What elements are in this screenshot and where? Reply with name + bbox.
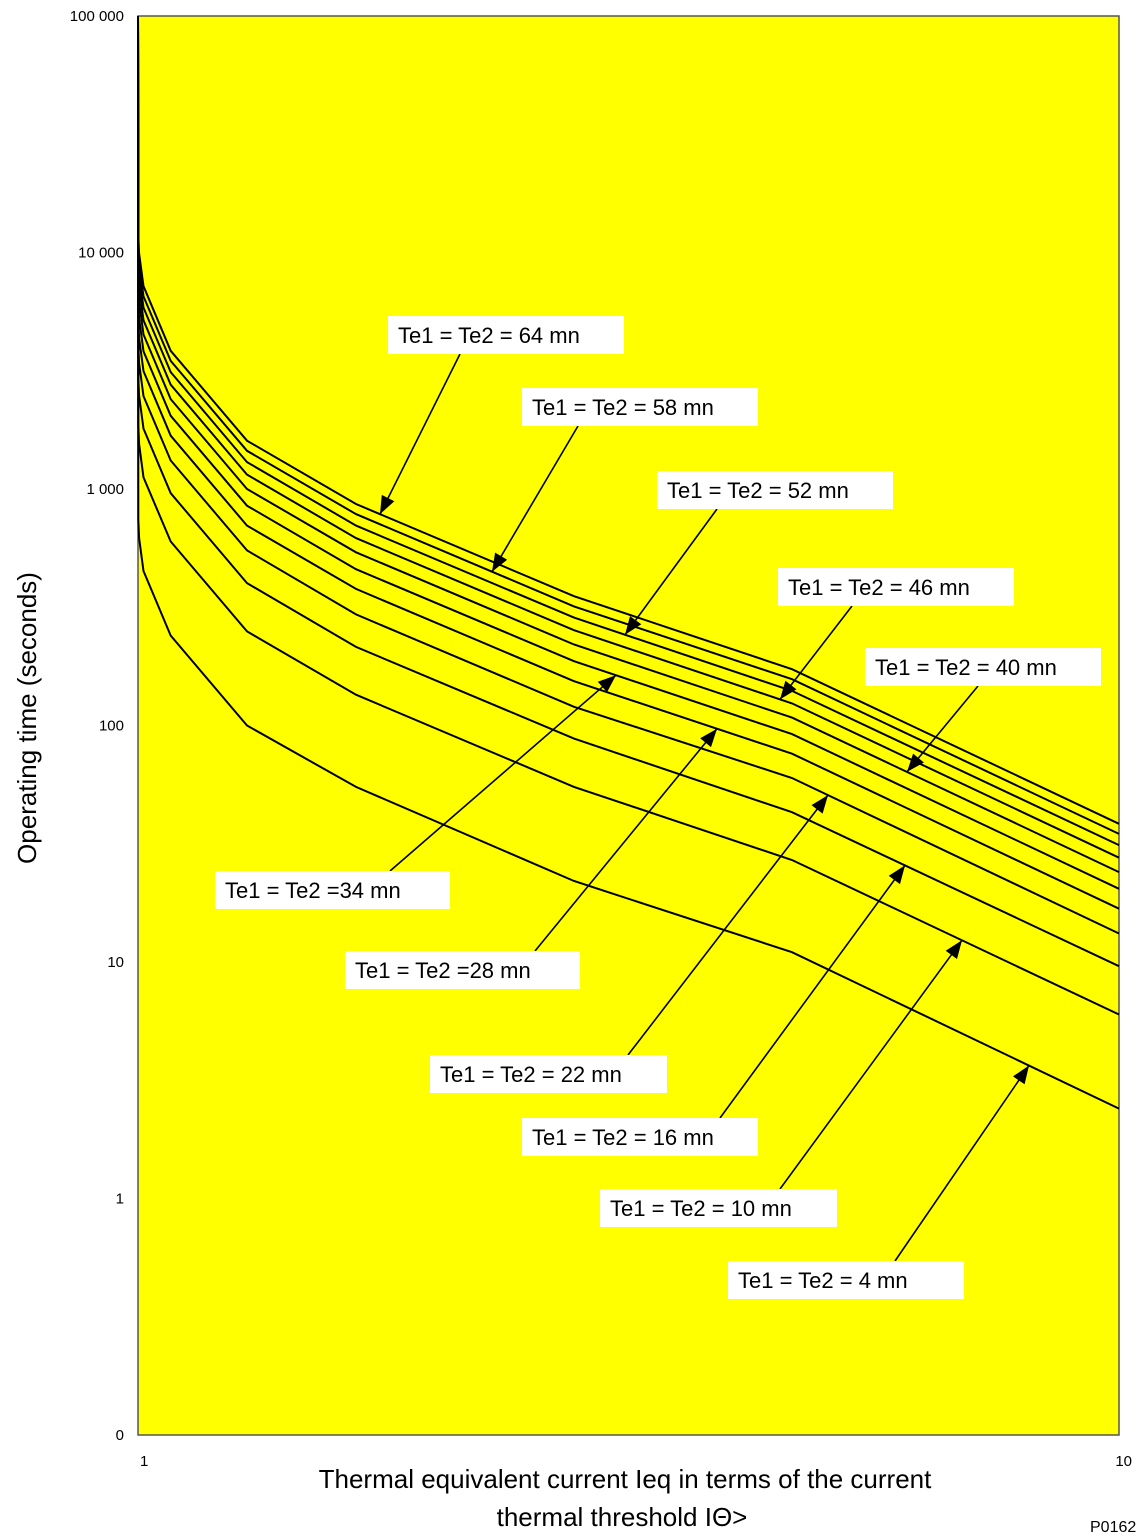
- series-label-te-46mn: Te1 = Te2 = 46 mn: [788, 575, 970, 600]
- leader-line: [779, 939, 963, 1190]
- annotations-group: Te1 = Te2 = 64 mn Te1 = Te2 = 58 mn Te1 = …: [215, 316, 1101, 1299]
- curve-te-28mn: [137, 15, 1120, 910]
- y-tick-label: 1: [116, 1191, 124, 1208]
- y-tick-label: 10 000: [78, 245, 124, 262]
- series-label-box: [522, 388, 758, 426]
- curve-te-10mn: [137, 15, 1120, 1016]
- arrow-head: [380, 494, 395, 515]
- series-label-box: [522, 1118, 758, 1156]
- curve-te-40mn: [137, 15, 1120, 874]
- leader-line: [624, 508, 718, 636]
- y-tick-label: 0: [116, 1427, 124, 1444]
- leader-line: [534, 728, 718, 952]
- series-label-box: [778, 568, 1014, 606]
- series-label-te-28mn: Te1 = Te2 =28 mn: [355, 958, 531, 983]
- curve-te-16mn: [137, 15, 1120, 968]
- y-tick-label: 100: [99, 718, 124, 735]
- series-label-te-4mn: Te1 = Te2 = 4 mn: [738, 1268, 908, 1293]
- arrow-head: [907, 753, 924, 772]
- x-tick-label: 10: [1115, 1453, 1132, 1470]
- curve-te-34mn: [137, 15, 1120, 890]
- arrow-head: [700, 728, 717, 748]
- series-label-box: [728, 1261, 964, 1299]
- series-label-te-58mn: Te1 = Te2 = 58 mn: [532, 395, 714, 420]
- series-label-te-40mn: Te1 = Te2 = 40 mn: [875, 655, 1057, 680]
- y-tick-label: 1 000: [86, 481, 124, 498]
- leader-line: [719, 864, 906, 1119]
- curves-group: [137, 15, 1120, 1110]
- arrow-head: [888, 865, 905, 885]
- series-label-te-52mn: Te1 = Te2 = 52 mn: [667, 478, 849, 503]
- series-label-te-22mn: Te1 = Te2 = 22 mn: [440, 1062, 622, 1087]
- curve-te-4mn: [137, 15, 1120, 1110]
- leader-line: [491, 425, 579, 573]
- leader-line: [894, 1065, 1030, 1262]
- arrow-head: [1013, 1065, 1029, 1085]
- curve-te-64mn: [137, 15, 1120, 825]
- series-label-te-10mn: Te1 = Te2 = 10 mn: [610, 1196, 792, 1221]
- series-label-box: [600, 1189, 837, 1227]
- x-axis-title-line-2: thermal threshold IΘ>: [497, 1502, 748, 1532]
- leader-line: [779, 605, 853, 700]
- x-tick-label: 1: [140, 1453, 148, 1470]
- series-label-te-34mn: Te1 = Te2 =34 mn: [225, 878, 401, 903]
- series-label-box: [865, 648, 1101, 686]
- x-axis-title-line-1: Thermal equivalent current Ieq in terms …: [319, 1464, 933, 1494]
- curve-te-22mn: [137, 15, 1120, 935]
- figure-reference: P0162: [1090, 1519, 1136, 1536]
- series-label-box: [430, 1055, 667, 1093]
- series-label-te-64mn: Te1 = Te2 = 64 mn: [398, 323, 580, 348]
- series-label-te-16mn: Te1 = Te2 = 16 mn: [532, 1125, 714, 1150]
- series-label-box: [657, 471, 893, 509]
- leader-line: [627, 794, 829, 1056]
- arrow-head: [597, 675, 616, 693]
- series-label-box: [345, 951, 580, 989]
- arrow-head: [625, 616, 642, 635]
- arrow-head: [945, 940, 962, 959]
- y-axis-title: Operating time (seconds): [12, 572, 42, 864]
- series-label-box: [215, 871, 450, 909]
- series-label-box: [388, 316, 624, 354]
- arrow-head: [780, 680, 797, 700]
- y-tick-label: 100 000: [70, 8, 124, 25]
- arrow-head: [811, 795, 828, 814]
- leader-line: [906, 685, 979, 773]
- y-tick-label: 10: [107, 954, 124, 971]
- leader-line: [389, 674, 617, 872]
- leader-line: [379, 353, 461, 515]
- arrow-head: [492, 552, 508, 572]
